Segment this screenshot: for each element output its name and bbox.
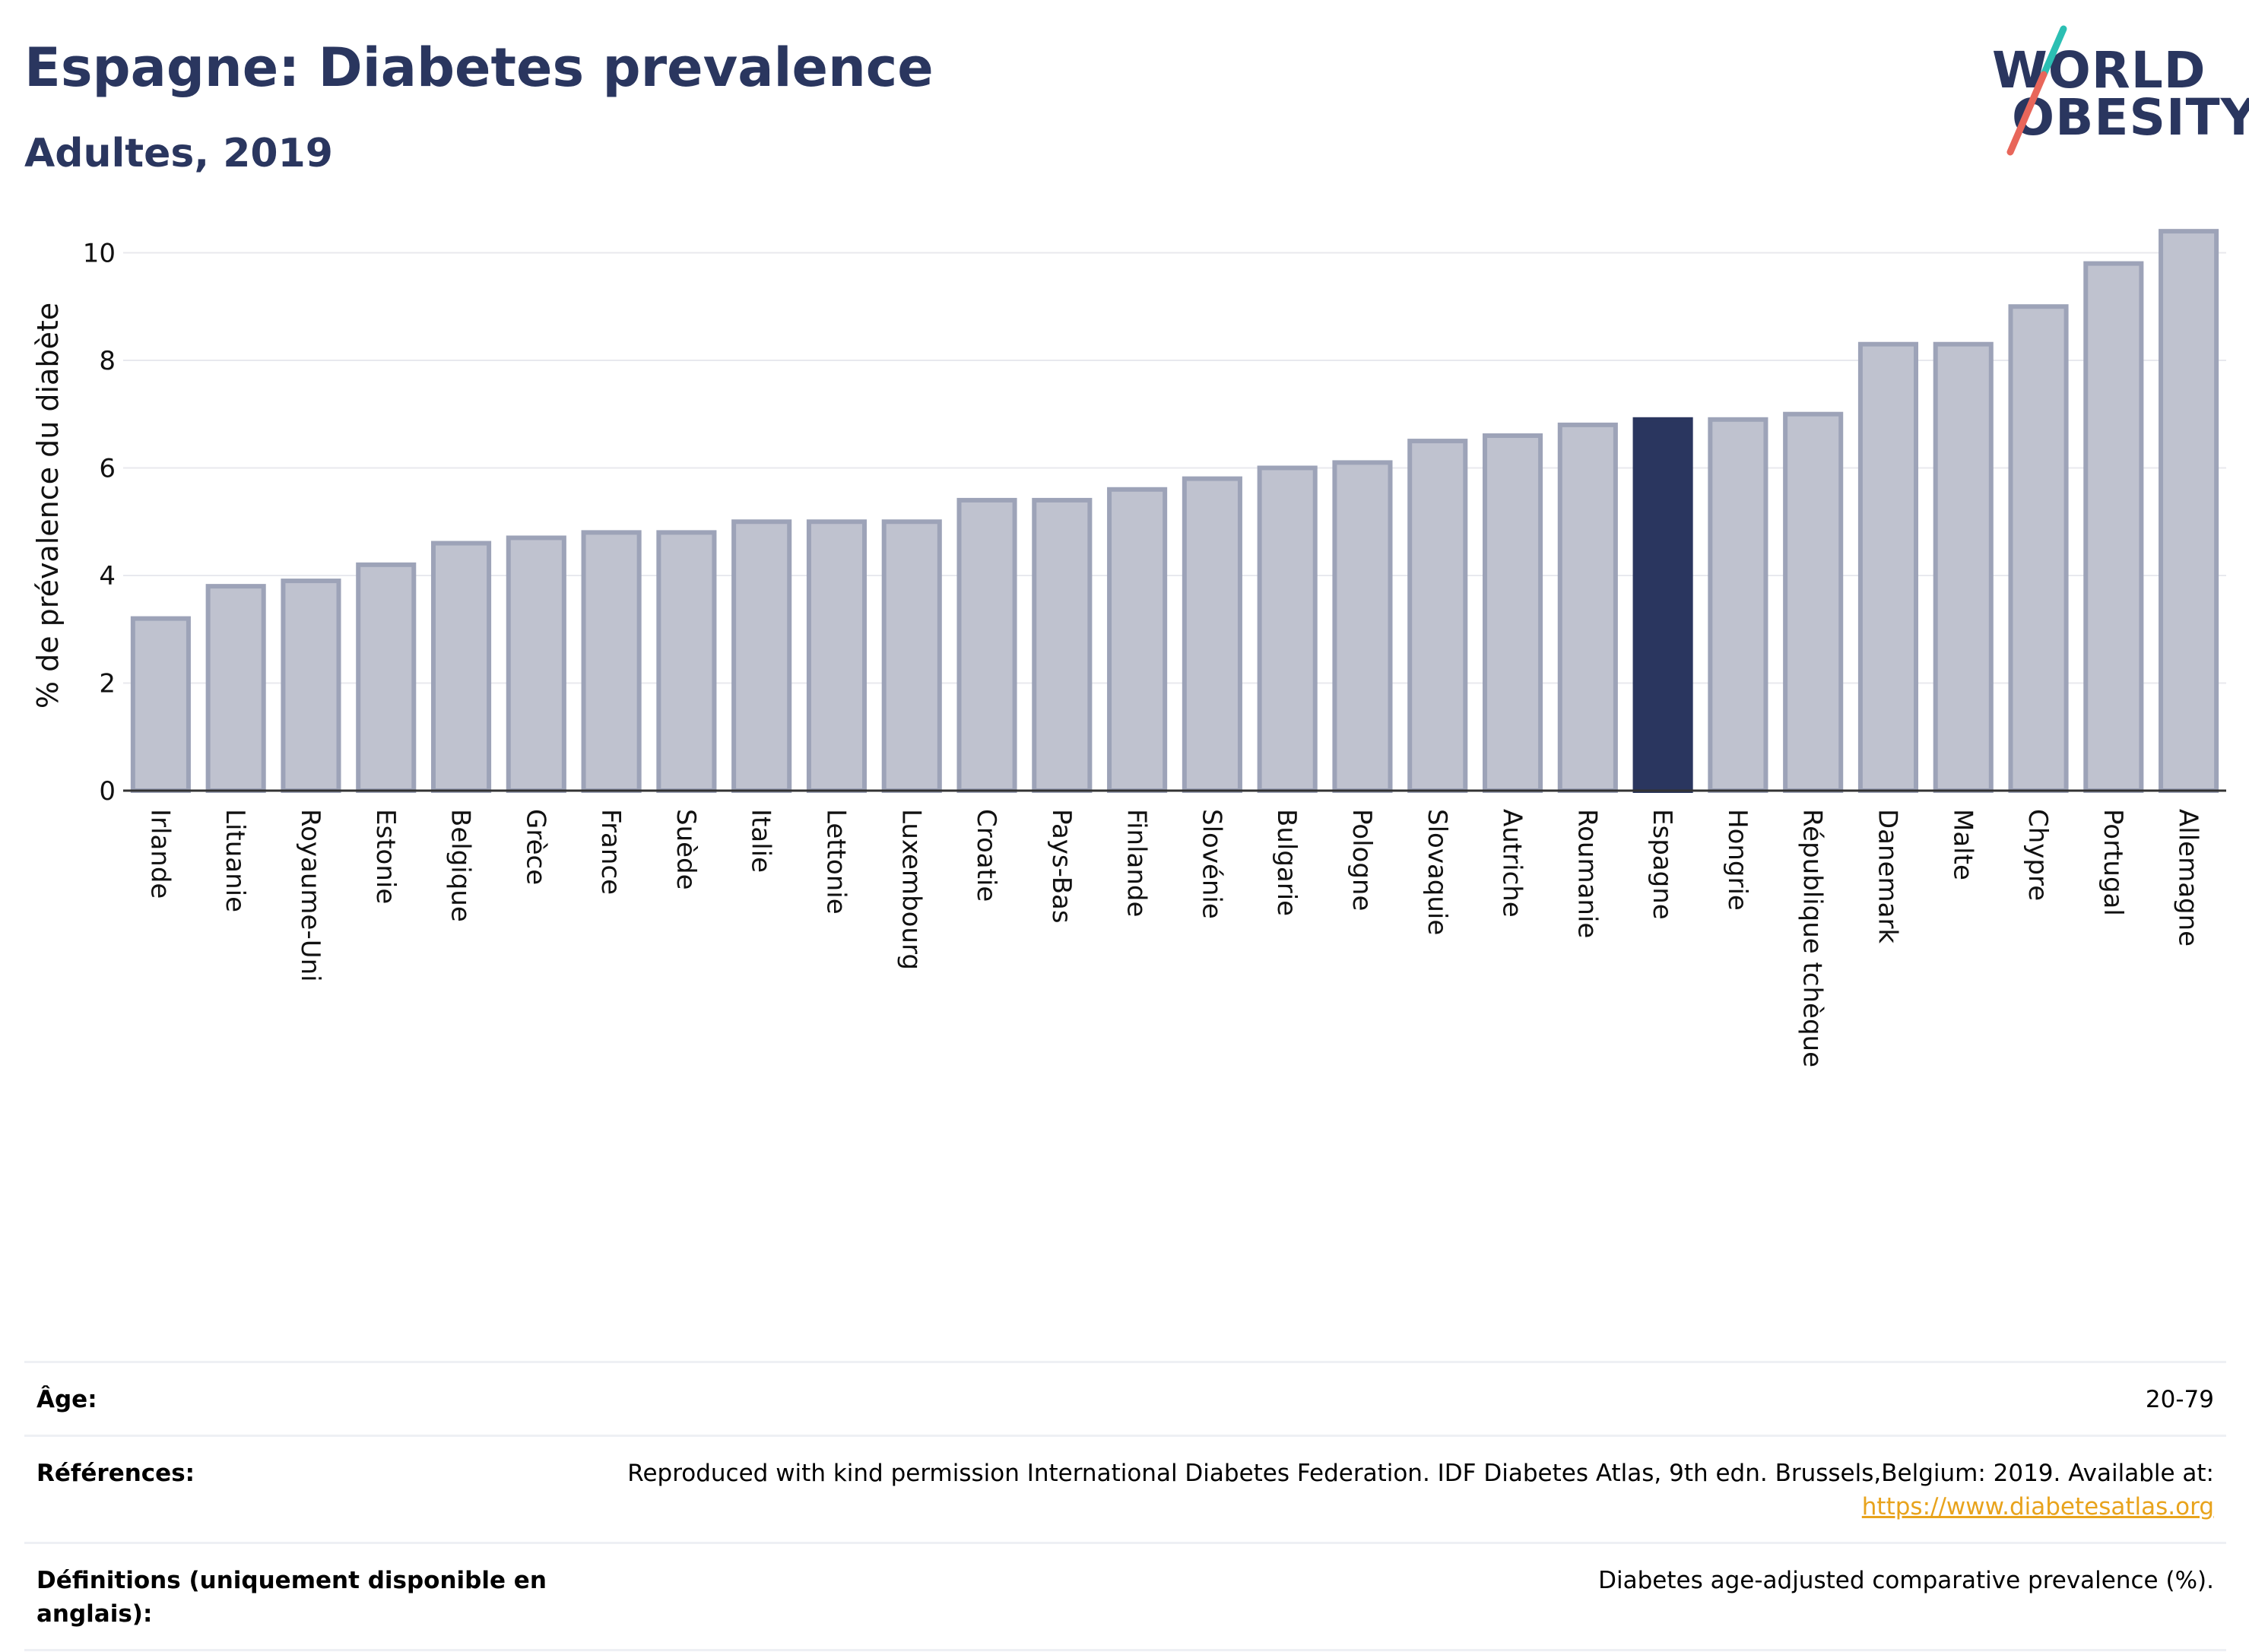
bar xyxy=(1482,433,1543,793)
bar xyxy=(806,519,868,793)
x-tick-label: Pologne xyxy=(1347,809,1377,911)
bar xyxy=(1182,476,1242,793)
y-tick-label: 10 xyxy=(83,238,116,268)
references-text: Reproduced with kind permission Internat… xyxy=(627,1460,2214,1487)
x-tick-label: Danemark xyxy=(1872,809,1902,943)
y-tick-label: 2 xyxy=(99,668,116,699)
x-tick-label: Allemagne xyxy=(2173,809,2203,946)
y-tick-label: 6 xyxy=(99,453,116,484)
bar xyxy=(281,579,341,793)
x-tick-label: Estonie xyxy=(370,809,401,904)
x-tick-label: Irlande xyxy=(144,809,175,899)
bar xyxy=(430,541,492,793)
y-tick-label: 8 xyxy=(99,346,116,376)
x-tick-label: République tchèque xyxy=(1797,809,1828,1067)
bar xyxy=(2083,261,2144,794)
y-tick-label: 0 xyxy=(99,776,116,807)
bar xyxy=(1557,422,1618,793)
world-obesity-logo: WORLD OBESITY xyxy=(1977,23,2249,160)
x-tick-label: Luxembourg xyxy=(896,809,926,970)
bar xyxy=(2008,304,2069,794)
bar xyxy=(130,616,191,793)
meta-row-definitions: Définitions (uniquement disponible en an… xyxy=(24,1544,2226,1651)
bar xyxy=(1708,417,1768,793)
x-tick-label: Malte xyxy=(1947,809,1978,880)
bar-chart: 0 2 4 6 8 10 % de prévalence du diabète Irlande… xyxy=(31,229,2226,1067)
meta-row-references: Références: Reproduced with kind permiss… xyxy=(24,1437,2226,1544)
bar xyxy=(1257,465,1318,793)
definitions-value: Diabetes age-adjusted comparative preval… xyxy=(1598,1567,2214,1594)
bar xyxy=(1332,460,1393,793)
bar xyxy=(2159,229,2219,794)
x-tick-label: Portugal xyxy=(2098,809,2128,916)
bar xyxy=(1857,341,1919,794)
bar xyxy=(881,519,942,793)
x-tick-label: Lettonie xyxy=(820,809,851,915)
page-subtitle: Adultes, 2019 xyxy=(24,131,333,176)
bar xyxy=(1107,487,1168,793)
logo-line-1: WORLD xyxy=(1992,41,2206,100)
x-tick-label: Autriche xyxy=(1497,809,1527,918)
x-tick-label: Suède xyxy=(671,809,701,890)
age-label: Âge: xyxy=(36,1386,97,1413)
bar xyxy=(506,535,566,793)
x-tick-label: Roumanie xyxy=(1572,809,1602,938)
x-tick-label: Italie xyxy=(746,809,776,873)
x-tick-label: Bulgarie xyxy=(1271,809,1302,916)
logo-slash-icon xyxy=(2006,25,2067,156)
bar xyxy=(731,519,792,793)
bar xyxy=(1407,439,1468,793)
y-tick-label: 4 xyxy=(99,561,116,591)
bar xyxy=(1783,411,1844,793)
x-tick-label: Pays-Bas xyxy=(1046,809,1077,924)
bar xyxy=(1032,497,1093,793)
x-tick-label: France xyxy=(595,809,626,895)
bar xyxy=(1933,341,1994,794)
x-tick-label: Espagne xyxy=(1647,809,1677,920)
x-tick-label: Belgique xyxy=(446,809,476,922)
references-value: Reproduced with kind permission Internat… xyxy=(627,1457,2214,1524)
bar xyxy=(956,497,1017,793)
x-tick-label: Slovénie xyxy=(1196,809,1226,919)
x-tick-label: Hongrie xyxy=(1722,809,1753,911)
x-tick-label: Finlande xyxy=(1121,809,1152,917)
bar xyxy=(356,562,417,793)
references-label: Références: xyxy=(36,1460,195,1487)
bar xyxy=(656,530,717,793)
age-value: 20-79 xyxy=(2145,1386,2214,1413)
definitions-label: Définitions (uniquement disponible en an… xyxy=(36,1567,547,1628)
x-tick-label: Croatie xyxy=(971,809,1001,902)
logo-line-2: OBESITY xyxy=(2012,88,2249,147)
meta-row-age: Âge: 20-79 xyxy=(24,1363,2226,1437)
bar xyxy=(205,584,266,793)
y-axis-title: % de prévalence du diabète xyxy=(31,303,65,709)
x-tick-label: Grèce xyxy=(520,809,550,885)
metadata-table: Âge: 20-79 Références: Reproduced with k… xyxy=(24,1361,2226,1651)
references-link[interactable]: https://www.diabetesatlas.org xyxy=(1861,1493,2214,1520)
x-tick-label: Slovaquie xyxy=(1422,809,1452,935)
x-tick-label: Lituanie xyxy=(220,809,250,912)
bar xyxy=(1632,417,1693,793)
x-tick-label: Royaume-Uni xyxy=(295,809,325,982)
x-tick-label: Chypre xyxy=(2022,809,2053,901)
page-title: Espagne: Diabetes prevalence xyxy=(24,36,934,99)
bar xyxy=(581,530,642,793)
